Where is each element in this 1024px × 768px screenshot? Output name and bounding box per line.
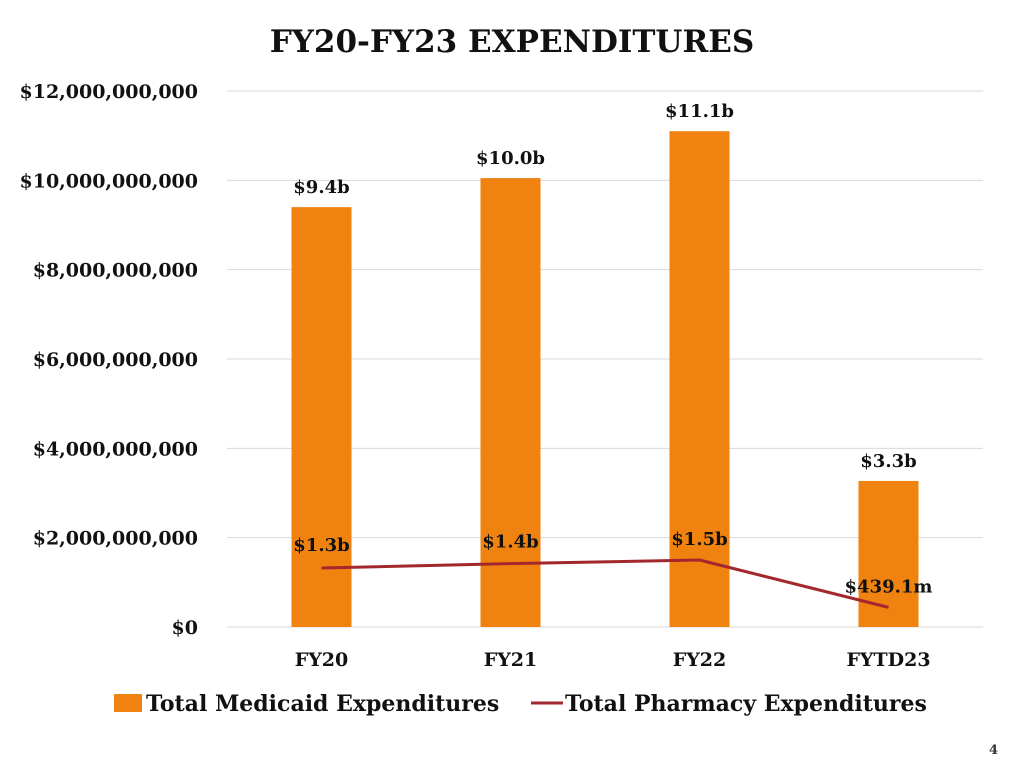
legend-label-bar: Total Medicaid Expenditures [146,691,499,717]
x-axis: FY20 FY21 FY22 FYTD23 [295,649,931,671]
y-tick-label: $4,000,000,000 [33,438,198,460]
bar [858,480,919,627]
y-tick-label: $6,000,000,000 [33,349,198,371]
line-series [321,558,889,609]
bar [669,131,730,627]
legend: Total Medicaid Expenditures Total Pharmac… [114,691,927,717]
y-tick-label: $2,000,000,000 [33,528,198,550]
y-tick-label: $12,000,000,000 [20,81,199,103]
line-data-label: $439.1m [845,576,933,597]
bar [480,178,541,627]
x-tick-label: FY20 [295,649,349,671]
bar-data-label: $10.0b [476,148,545,169]
series-line [321,558,889,609]
legend-label-line: Total Pharmacy Expenditures [565,691,927,717]
line-data-label: $1.4b [482,532,538,553]
page-number: 4 [988,743,998,758]
bar-data-label: $3.3b [860,451,916,472]
chart-title: FY20-FY23 EXPENDITURES [269,24,755,60]
legend-swatch-bar [114,694,142,712]
x-tick-label: FYTD23 [846,649,930,671]
bar-data-label: $9.4b [293,177,349,198]
line-data-label: $1.3b [293,535,349,556]
data-labels: $9.4b $10.0b $11.1b $3.3b $1.3b $1.4b $1.5b $43… [293,101,932,597]
y-tick-label: $10,000,000,000 [20,170,199,192]
line-data-label: $1.5b [671,529,727,550]
y-tick-label: $0 [172,617,198,639]
gridlines [227,90,983,628]
y-tick-label: $8,000,000,000 [33,260,198,282]
y-axis: $0 $2,000,000,000 $4,000,000,000 $6,000,000… [20,81,199,639]
bar-series [291,131,919,627]
bar [291,207,352,627]
x-tick-label: FY22 [673,649,727,671]
bar-data-label: $11.1b [665,101,734,122]
x-tick-label: FY21 [484,649,538,671]
